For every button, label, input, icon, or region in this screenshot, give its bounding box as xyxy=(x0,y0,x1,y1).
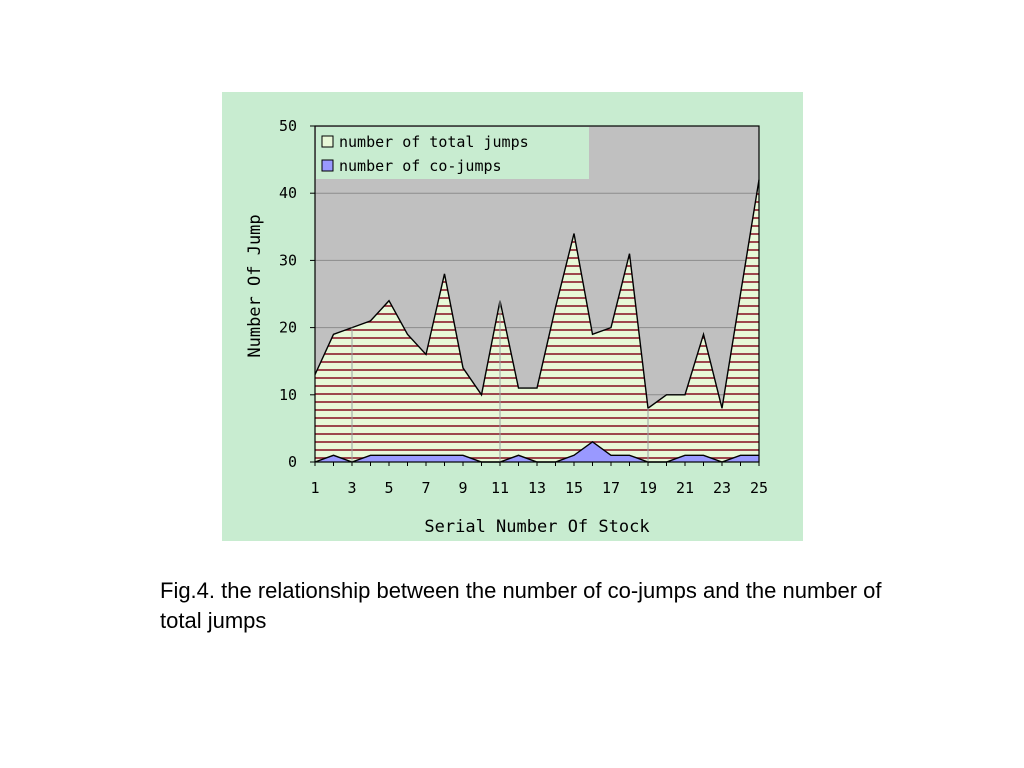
legend-label-co-jumps: number of co-jumps xyxy=(339,157,502,175)
x-tick-label: 25 xyxy=(750,479,768,497)
total-jumps-area xyxy=(314,179,760,462)
x-tick-label: 17 xyxy=(602,479,620,497)
x-tick-label: 19 xyxy=(639,479,657,497)
y-tick-label: 20 xyxy=(279,319,297,337)
total-jumps-fill xyxy=(315,179,759,462)
y-tick-label: 0 xyxy=(288,453,297,471)
x-tick-label: 21 xyxy=(676,479,694,497)
x-tick-label: 9 xyxy=(458,479,467,497)
legend: number of total jumps number of co-jumps xyxy=(316,127,589,179)
x-tick-label: 11 xyxy=(491,479,509,497)
y-axis-ticks: 0 10 20 30 40 50 xyxy=(279,117,315,471)
y-tick-label: 10 xyxy=(279,386,297,404)
co-jumps-fill xyxy=(315,441,759,462)
x-tick-label: 23 xyxy=(713,479,731,497)
x-axis-label: Serial Number Of Stock xyxy=(424,517,649,537)
legend-background xyxy=(316,127,589,179)
x-tick-label: 13 xyxy=(528,479,546,497)
x-tick-label: 3 xyxy=(347,479,356,497)
x-tick-label: 1 xyxy=(310,479,319,497)
x-tick-label: 7 xyxy=(421,479,430,497)
drop-lines xyxy=(351,300,649,462)
y-axis-label: Number Of Jump xyxy=(245,214,265,357)
y-tick-label: 30 xyxy=(279,251,297,269)
x-tick-label: 5 xyxy=(384,479,393,497)
y-tick-label: 40 xyxy=(279,184,297,202)
legend-swatch-total-jumps xyxy=(321,135,334,148)
total-jumps-line xyxy=(314,179,760,410)
figure-caption: Fig.4. the relationship between the numb… xyxy=(160,578,882,633)
x-tick-label: 15 xyxy=(565,479,583,497)
x-axis-ticks: 1 3 5 7 9 11 13 15 17 19 21 23 25 xyxy=(310,462,768,497)
legend-swatch-co-jumps xyxy=(321,159,334,172)
legend-label-total-jumps: number of total jumps xyxy=(339,133,529,151)
y-tick-label: 50 xyxy=(279,117,297,135)
